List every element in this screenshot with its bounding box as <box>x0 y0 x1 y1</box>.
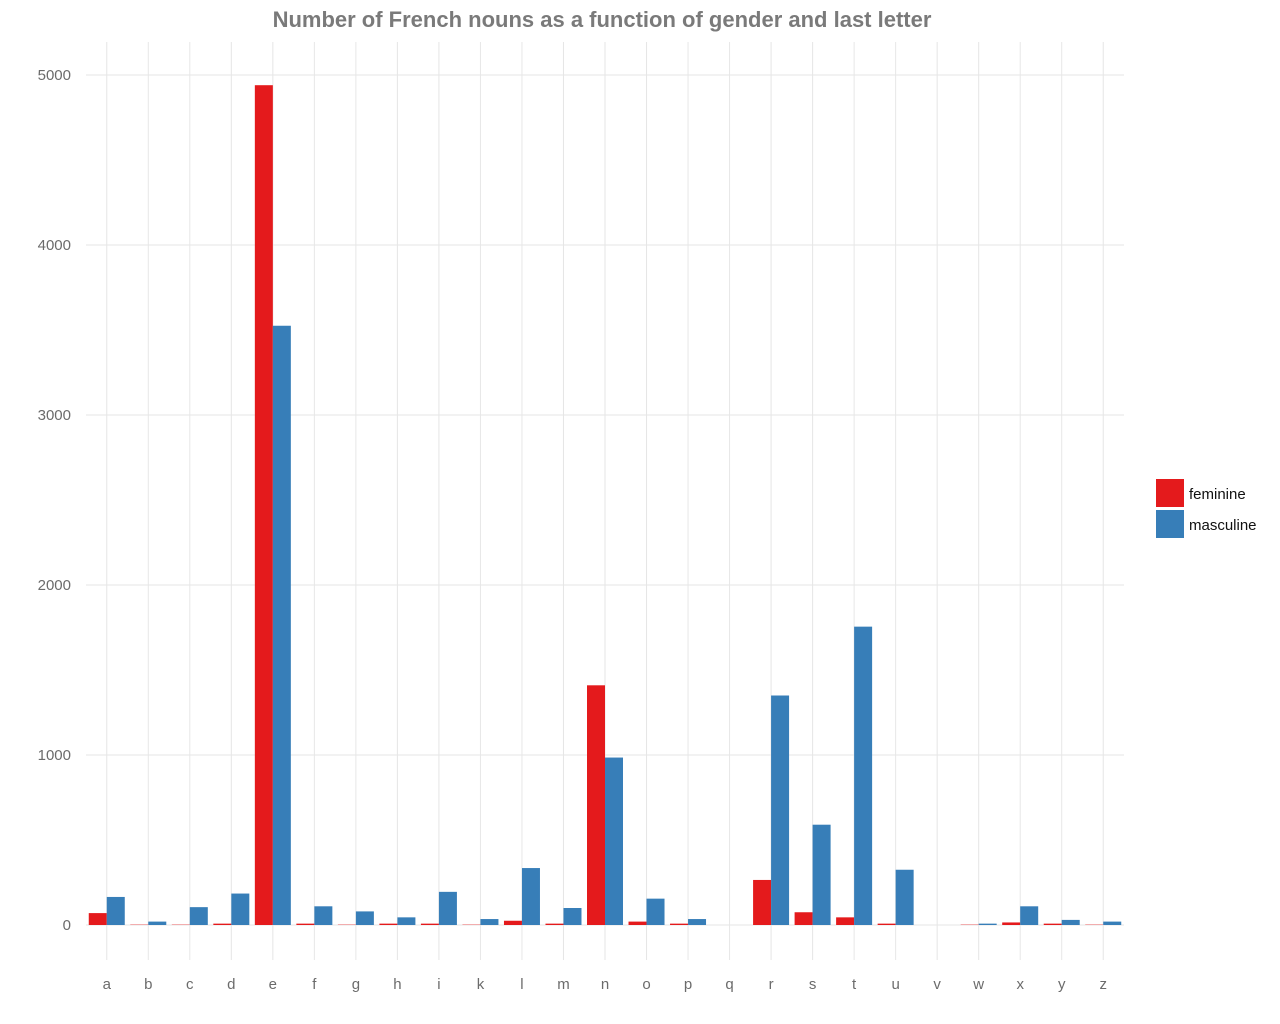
x-tick-label: t <box>852 976 857 993</box>
bar-masculine-l <box>521 868 540 925</box>
bar-masculine-o <box>646 898 665 925</box>
x-tick-label: f <box>312 976 317 993</box>
x-tick-label: h <box>393 976 401 993</box>
bar-masculine-a <box>106 896 125 925</box>
bar-masculine-c <box>189 907 208 925</box>
y-axis: 0 1000 2000 3000 4000 5000 <box>38 67 71 934</box>
bar-masculine-h <box>397 917 416 925</box>
bar-feminine-n <box>587 685 605 925</box>
x-tick-label: y <box>1058 976 1066 993</box>
y-tick-label: 5000 <box>38 67 71 84</box>
legend-label-feminine: feminine <box>1189 486 1246 503</box>
bar-feminine-o <box>628 921 647 925</box>
x-tick-label: b <box>144 976 152 993</box>
bar-feminine-f <box>296 923 315 925</box>
x-tick-label: d <box>227 976 235 993</box>
legend-label-masculine: masculine <box>1189 517 1257 534</box>
bar-feminine-e <box>254 85 273 925</box>
bar-feminine-s <box>794 912 813 925</box>
bar-masculine-w <box>978 923 997 925</box>
bar-masculine-i <box>438 891 457 925</box>
bar-masculine-n <box>605 757 623 925</box>
x-tick-label: e <box>269 976 277 993</box>
chart-title: Number of French nouns as a function of … <box>273 7 932 32</box>
bar-feminine-a <box>88 913 107 925</box>
bar-feminine-r <box>753 879 772 925</box>
x-tick-label: m <box>557 976 570 993</box>
bar-masculine-f <box>314 906 333 925</box>
bar-masculine-p <box>688 919 707 925</box>
bar-feminine-d <box>213 923 232 925</box>
x-tick-label: g <box>352 976 360 993</box>
x-tick-label: u <box>891 976 899 993</box>
x-tick-label: v <box>933 976 941 993</box>
bar-masculine-r <box>771 695 790 925</box>
y-tick-label: 3000 <box>38 407 71 424</box>
bar-feminine-p <box>670 923 689 925</box>
x-tick-label: o <box>642 976 650 993</box>
bars <box>88 85 1122 925</box>
bar-masculine-y <box>1061 919 1080 925</box>
legend-swatch-masculine <box>1156 510 1184 538</box>
bar-feminine-x <box>1002 922 1021 925</box>
x-tick-label: k <box>477 976 485 993</box>
y-tick-label: 2000 <box>38 577 71 594</box>
bar-feminine-t <box>836 917 855 925</box>
x-tick-label: l <box>520 976 523 993</box>
x-tick-label: q <box>725 976 733 993</box>
bar-masculine-e <box>272 325 291 925</box>
x-tick-label: w <box>972 976 984 993</box>
y-tick-label: 1000 <box>38 747 71 764</box>
bar-masculine-b <box>148 921 167 925</box>
x-tick-label: s <box>809 976 817 993</box>
bar-masculine-d <box>231 893 250 925</box>
bar-masculine-m <box>563 908 582 925</box>
bar-feminine-i <box>420 923 439 925</box>
bar-masculine-g <box>355 911 374 925</box>
bar-masculine-z <box>1103 921 1122 925</box>
bar-feminine-h <box>379 923 398 925</box>
legend-swatch-feminine <box>1156 479 1184 507</box>
bar-masculine-u <box>895 869 914 925</box>
bar-feminine-m <box>545 923 564 925</box>
y-tick-label: 0 <box>63 917 71 934</box>
bar-masculine-t <box>854 626 873 925</box>
x-tick-label: z <box>1099 976 1107 993</box>
legend: feminine masculine <box>1156 479 1257 538</box>
x-tick-label: i <box>437 976 440 993</box>
x-tick-label: a <box>103 976 112 993</box>
x-tick-label: n <box>601 976 609 993</box>
bar-masculine-x <box>1020 906 1039 925</box>
y-tick-label: 4000 <box>38 237 71 254</box>
x-tick-label: r <box>769 976 774 993</box>
x-tick-label: x <box>1016 976 1024 993</box>
bar-masculine-s <box>812 824 831 925</box>
bar-feminine-l <box>503 920 522 925</box>
bar-feminine-u <box>877 923 896 925</box>
bar-feminine-y <box>1043 923 1062 925</box>
x-tick-label: p <box>684 976 692 993</box>
x-tick-label: c <box>186 976 194 993</box>
bar-masculine-k <box>480 919 499 925</box>
